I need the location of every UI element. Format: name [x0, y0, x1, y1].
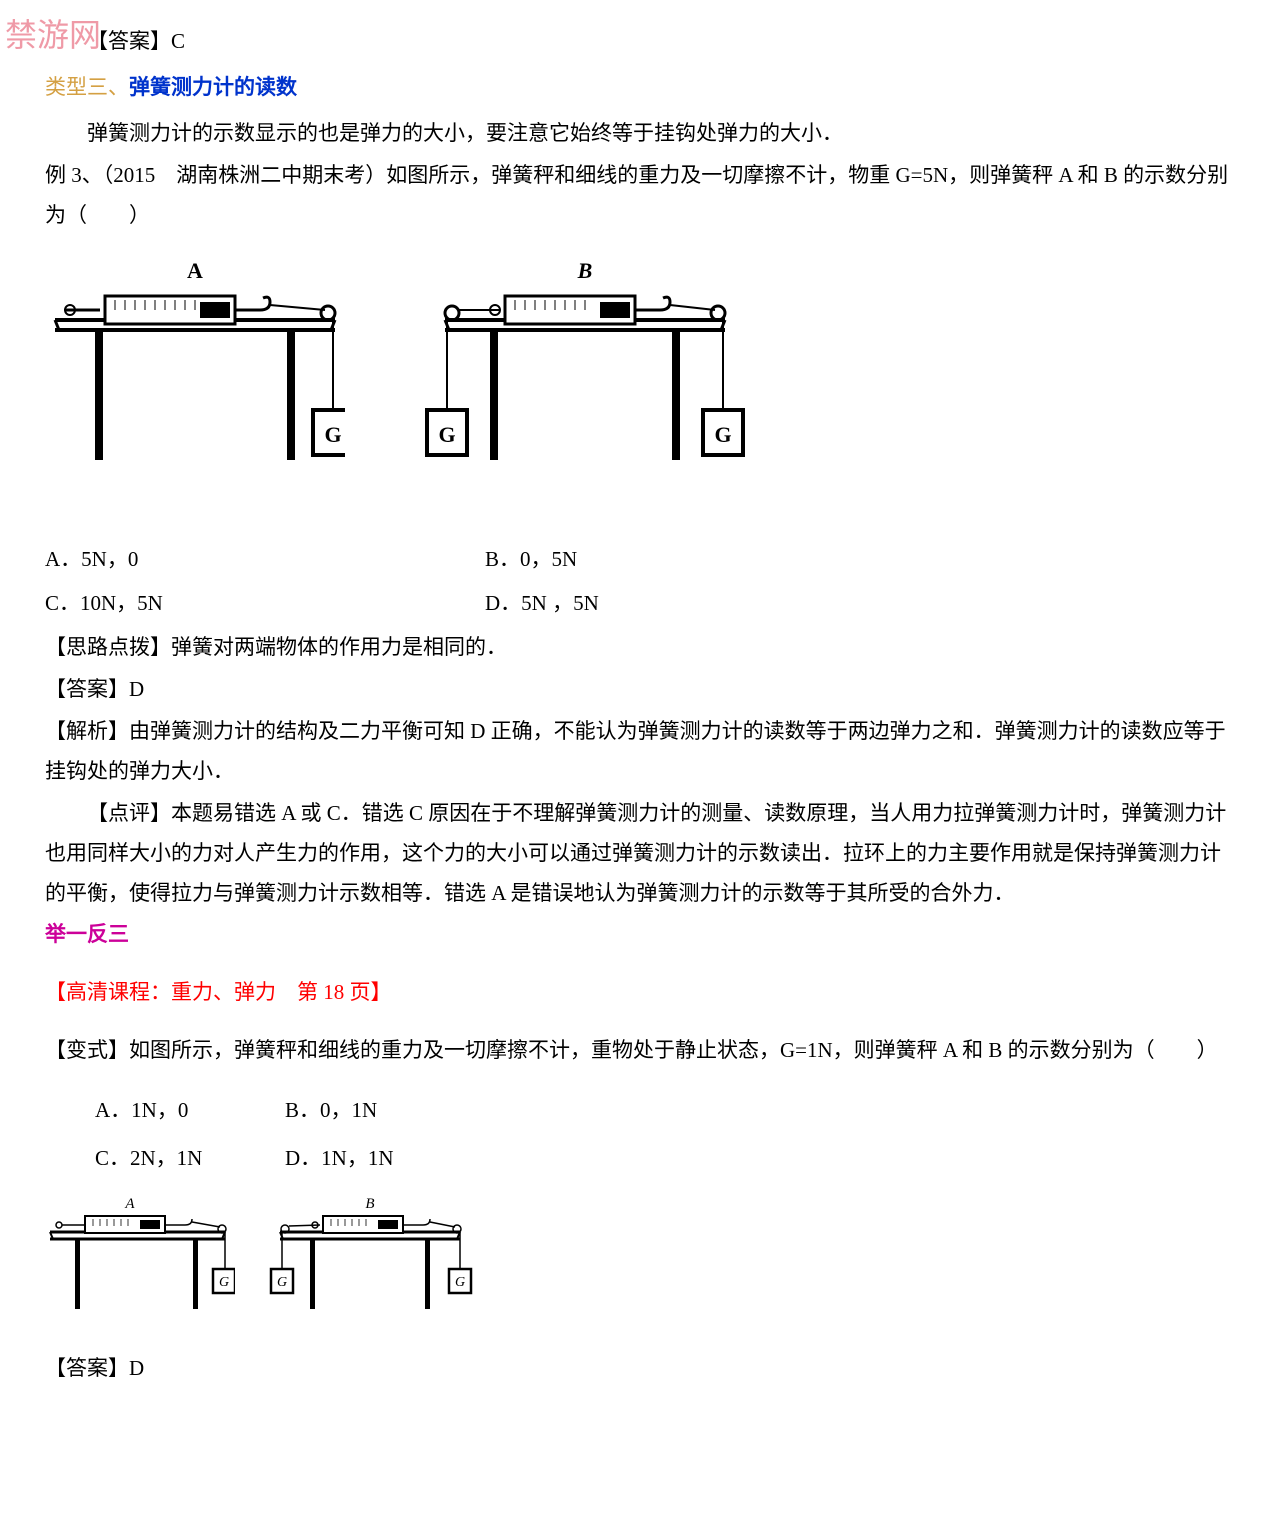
- svg-text:A: A: [187, 260, 203, 283]
- diagram-2a: A G: [45, 1194, 235, 1324]
- intro-text: 弹簧测力计的示数显示的也是弹力的大小，要注意它始终等于挂钩处弹力的大小．: [45, 114, 1235, 154]
- option-2d: D．1N，1N: [285, 1139, 1235, 1179]
- option-2c: C．2N，1N: [45, 1139, 285, 1179]
- answer-line-2: 【答案】D: [45, 670, 1235, 710]
- svg-text:G: G: [277, 1275, 287, 1290]
- svg-text:G: G: [324, 422, 341, 447]
- option-2a: A．1N，0: [45, 1091, 285, 1131]
- analysis-text: 【解析】由弹簧测力计的结构及二力平衡可知 D 正确，不能认为弹簧测力计的读数等于…: [45, 712, 1235, 792]
- svg-text:G: G: [219, 1275, 229, 1290]
- options-2-row-1: A．1N，0 B．0，1N: [45, 1091, 1235, 1131]
- juyi-heading: 举一反三: [45, 915, 1235, 955]
- course-ref: 【高清课程：重力、弹力 第 18 页】: [45, 973, 1235, 1013]
- example-3-text: 例 3、（2015 湖南株洲二中期末考）如图所示，弹簧秤和细线的重力及一切摩擦不…: [45, 156, 1235, 236]
- hint-text: 【思路点拨】弹簧对两端物体的作用力是相同的．: [45, 628, 1235, 668]
- option-1a: A．5N，0: [45, 540, 485, 580]
- options-2-row-2: C．2N，1N D．1N，1N: [45, 1139, 1235, 1179]
- svg-text:G: G: [714, 422, 731, 447]
- svg-text:B: B: [577, 260, 593, 283]
- section-name: 弹簧测力计的读数: [129, 75, 297, 99]
- svg-text:B: B: [365, 1196, 374, 1212]
- option-1d: D．5N ，5N: [485, 584, 1235, 624]
- diagram-2b: B G G: [265, 1194, 475, 1324]
- options-1-row-2: C．10N，5N D．5N ，5N: [45, 584, 1235, 624]
- section-title: 类型三、弹簧测力计的读数: [45, 68, 1235, 108]
- svg-text:G: G: [455, 1275, 465, 1290]
- options-1-row-1: A．5N，0 B．0，5N: [45, 540, 1235, 580]
- option-1c: C．10N，5N: [45, 584, 485, 624]
- diagram-2: A G B: [45, 1194, 1235, 1324]
- answer-line-3: 【答案】D: [45, 1349, 1235, 1389]
- comment-text: 【点评】本题易错选 A 或 C．错选 C 原因在于不理解弹簧测力计的测量、读数原…: [45, 794, 1235, 914]
- variant-text: 【变式】如图所示，弹簧秤和细线的重力及一切摩擦不计，重物处于静止状态，G=1N，…: [45, 1031, 1235, 1071]
- diagram-a: A G: [45, 260, 345, 500]
- svg-text:A: A: [124, 1196, 135, 1212]
- option-2b: B．0，1N: [285, 1091, 1235, 1131]
- diagram-b: B G G: [415, 260, 755, 500]
- answer-line-1: 【答案】C: [45, 22, 1235, 62]
- option-1b: B．0，5N: [485, 540, 1235, 580]
- watermark: 禁游网: [5, 5, 101, 66]
- diagram-1: A G B: [45, 260, 1235, 500]
- section-prefix: 类型三、: [45, 75, 129, 99]
- svg-text:G: G: [438, 422, 455, 447]
